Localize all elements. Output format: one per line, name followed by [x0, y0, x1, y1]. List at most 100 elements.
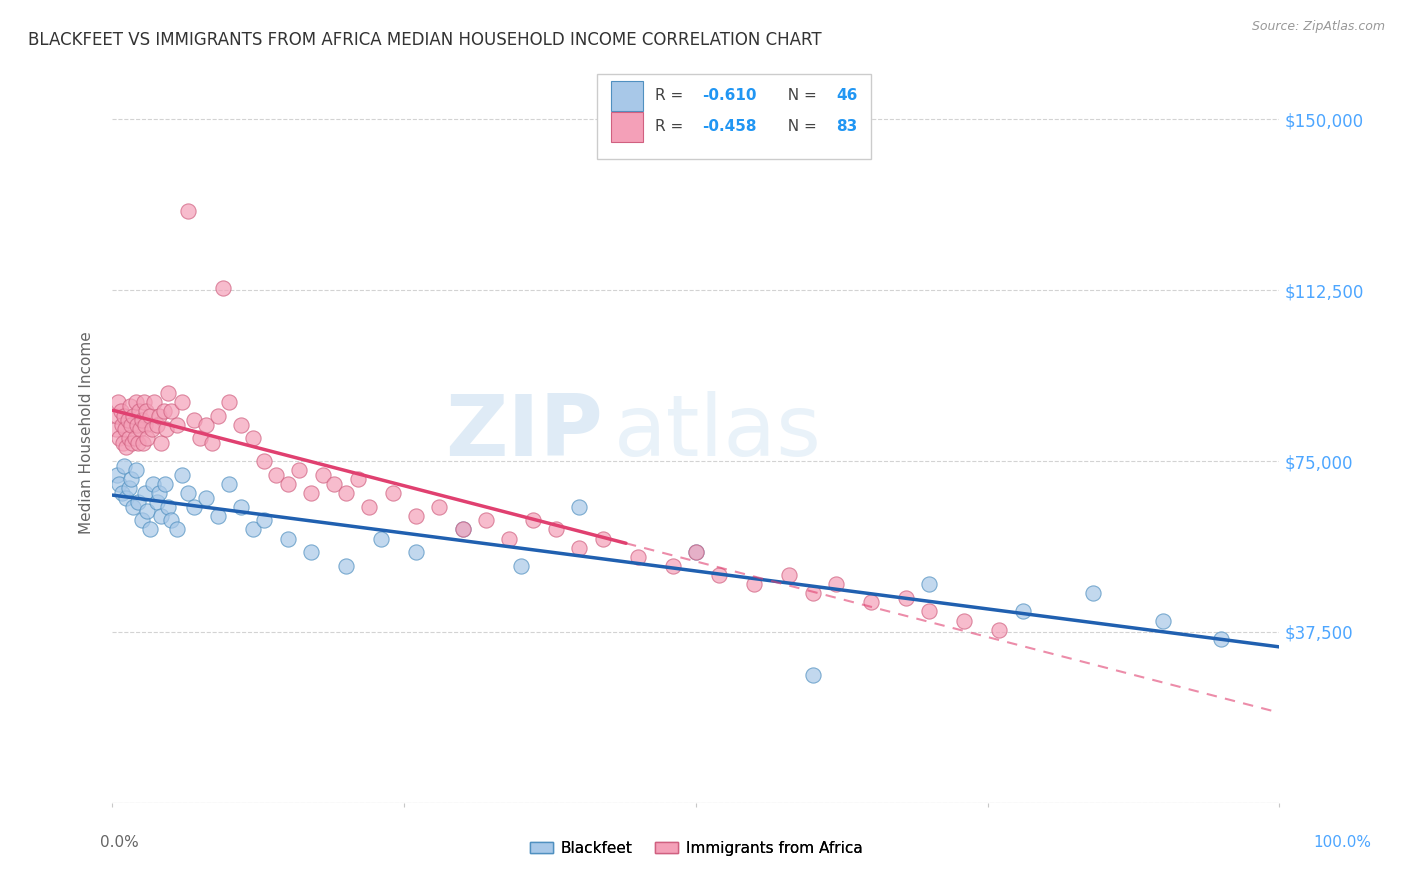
Point: [475, 513, 498, 527]
Point: [242, 431, 264, 445]
Point: [134, 486, 156, 500]
Point: [661, 558, 683, 573]
Point: [592, 532, 614, 546]
Point: [346, 472, 368, 486]
Point: [172, 395, 194, 409]
Text: BLACKFEET VS IMMIGRANTS FROM AFRICA MEDIAN HOUSEHOLD INCOME CORRELATION CHART: BLACKFEET VS IMMIGRANTS FROM AFRICA MEDI…: [28, 31, 821, 49]
Point: [114, 422, 136, 436]
Point: [118, 400, 141, 414]
Point: [127, 495, 149, 509]
FancyBboxPatch shape: [610, 112, 644, 142]
Point: [335, 486, 357, 500]
Point: [335, 558, 357, 573]
Point: [744, 577, 766, 591]
Point: [370, 532, 392, 546]
Point: [148, 409, 170, 423]
Point: [122, 500, 145, 514]
Point: [172, 467, 194, 482]
Point: [299, 486, 322, 500]
Point: [685, 545, 707, 559]
Point: [194, 491, 217, 505]
Point: [146, 495, 169, 509]
Point: [381, 486, 404, 500]
Point: [276, 532, 298, 546]
Point: [509, 558, 531, 573]
Text: Source: ZipAtlas.com: Source: ZipAtlas.com: [1251, 20, 1385, 33]
Text: atlas: atlas: [614, 391, 823, 475]
Point: [142, 476, 165, 491]
Point: [568, 541, 591, 555]
Point: [125, 417, 148, 432]
Point: [1209, 632, 1232, 646]
Point: [229, 417, 252, 432]
Point: [146, 417, 169, 432]
Point: [160, 513, 183, 527]
Text: ZIP: ZIP: [444, 391, 603, 475]
Point: [112, 409, 135, 423]
Point: [139, 409, 162, 423]
Point: [1081, 586, 1104, 600]
Point: [139, 523, 162, 537]
Point: [157, 385, 180, 400]
Point: [627, 549, 650, 564]
Point: [229, 500, 252, 514]
Point: [136, 431, 159, 445]
Point: [894, 591, 917, 605]
Point: [104, 422, 127, 436]
Point: [105, 467, 128, 482]
Point: [522, 513, 544, 527]
Point: [1152, 614, 1174, 628]
Point: [122, 409, 145, 423]
Point: [108, 476, 131, 491]
Point: [166, 523, 188, 537]
Point: [201, 435, 224, 450]
Point: [112, 458, 135, 473]
Point: [141, 422, 163, 436]
Point: [128, 404, 150, 418]
Text: R =: R =: [655, 88, 689, 103]
Point: [121, 435, 143, 450]
Point: [778, 568, 800, 582]
Point: [183, 413, 205, 427]
Point: [218, 395, 240, 409]
Point: [918, 604, 941, 618]
Point: [253, 454, 276, 468]
Text: N =: N =: [778, 88, 821, 103]
Point: [183, 500, 205, 514]
Point: [801, 668, 824, 682]
FancyBboxPatch shape: [596, 73, 870, 159]
Point: [117, 413, 139, 427]
Point: [136, 504, 159, 518]
Point: [568, 500, 591, 514]
Point: [110, 404, 132, 418]
Point: [498, 532, 520, 546]
Point: [323, 476, 346, 491]
Point: [544, 523, 567, 537]
Point: [242, 523, 264, 537]
Legend: Blackfeet, Immigrants from Africa: Blackfeet, Immigrants from Africa: [523, 835, 869, 862]
Point: [825, 577, 848, 591]
Text: 0.0%: 0.0%: [100, 836, 139, 850]
Point: [427, 500, 450, 514]
Point: [451, 523, 474, 537]
Point: [148, 486, 170, 500]
Point: [860, 595, 883, 609]
Point: [685, 545, 707, 559]
Text: R =: R =: [655, 120, 689, 135]
Point: [207, 409, 229, 423]
Point: [1011, 604, 1033, 618]
Point: [218, 476, 240, 491]
Point: [918, 577, 941, 591]
FancyBboxPatch shape: [610, 81, 644, 111]
Point: [177, 203, 200, 218]
Point: [988, 623, 1011, 637]
Point: [129, 422, 152, 436]
Point: [111, 435, 134, 450]
Point: [153, 404, 176, 418]
Point: [111, 417, 134, 432]
Point: [131, 513, 153, 527]
Point: [107, 395, 129, 409]
Point: [157, 500, 180, 514]
Point: [311, 467, 333, 482]
Point: [118, 431, 141, 445]
